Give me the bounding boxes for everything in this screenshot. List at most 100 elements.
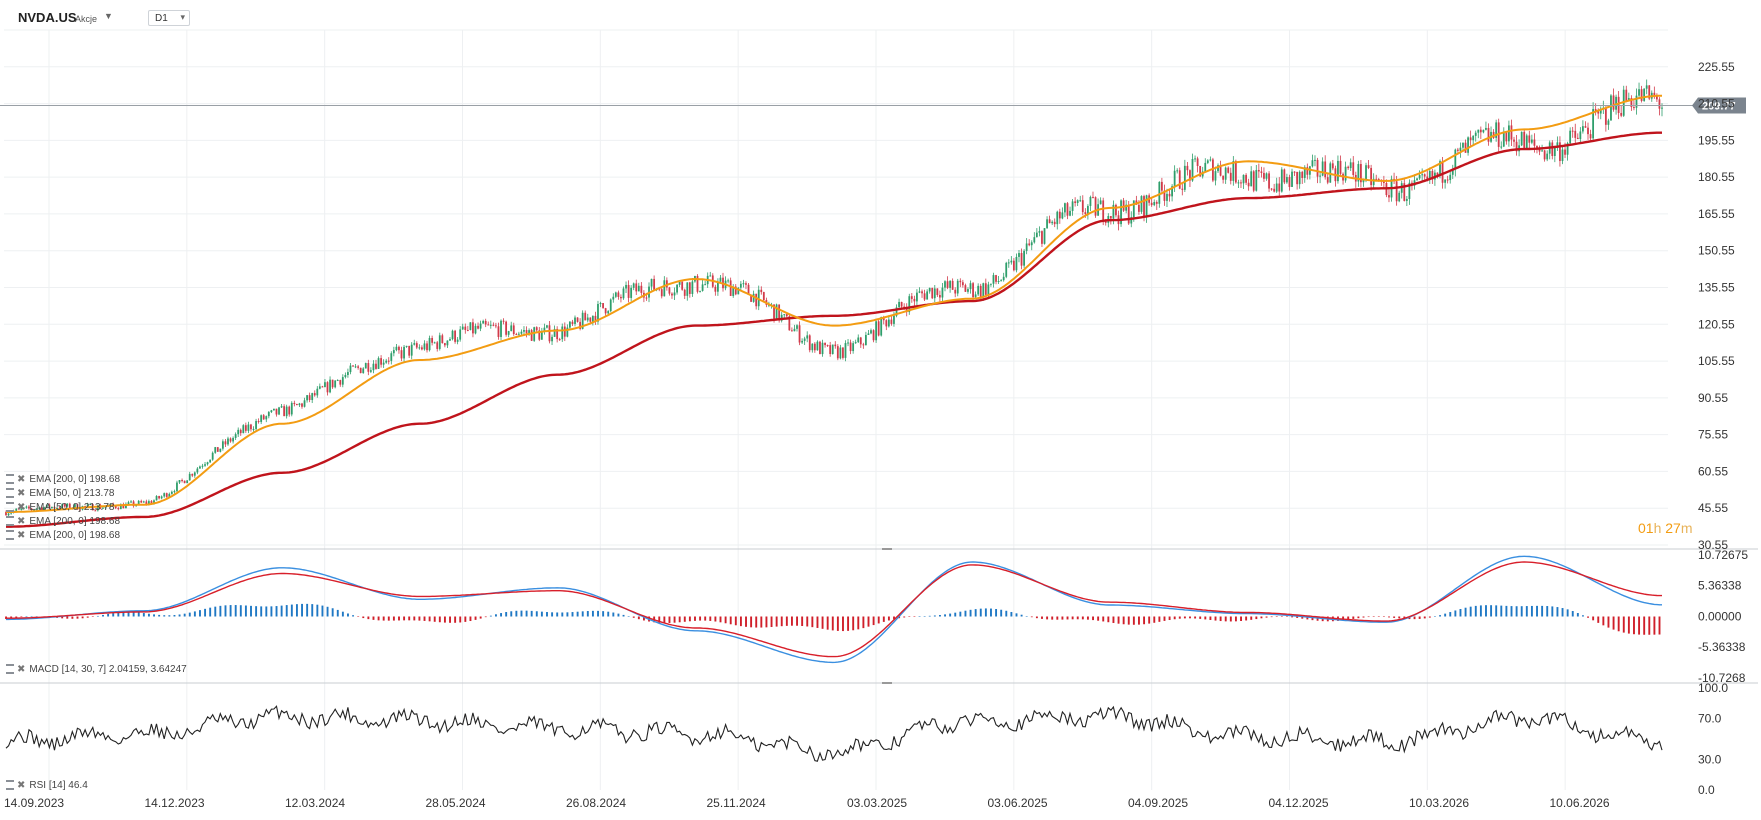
close-icon[interactable]: ✖ xyxy=(17,664,26,675)
candle xyxy=(347,368,349,378)
close-icon[interactable]: ✖ xyxy=(17,474,26,485)
candle xyxy=(163,492,166,498)
candle xyxy=(1490,126,1492,143)
close-icon[interactable]: ✖ xyxy=(17,530,26,541)
candle xyxy=(668,286,671,296)
candle xyxy=(719,274,722,282)
close-icon[interactable]: ✖ xyxy=(17,516,26,527)
macd-bar xyxy=(785,616,788,626)
macd-bar xyxy=(1423,616,1426,619)
candle xyxy=(1048,215,1051,224)
macd-bar xyxy=(1377,616,1380,617)
macd-bar xyxy=(1382,616,1385,617)
candle xyxy=(421,345,423,351)
candle xyxy=(620,294,622,303)
candle xyxy=(209,459,212,463)
legend-ema200-c[interactable]: ✖ EMA [200, 0] 198.68 xyxy=(6,530,120,541)
grid-lines xyxy=(4,29,1668,790)
y-tick-label: 10.72675 xyxy=(1698,548,1748,562)
symbol-label[interactable]: NVDA.US xyxy=(18,10,77,25)
x-tick-label: 26.08.2024 xyxy=(566,796,626,810)
close-icon[interactable]: ✖ xyxy=(17,488,26,499)
candle xyxy=(977,283,980,297)
candle xyxy=(1645,79,1648,95)
macd-bar xyxy=(280,605,283,617)
macd-bar xyxy=(1449,612,1452,617)
macd-bar xyxy=(806,616,809,627)
candle xyxy=(244,422,247,433)
candle xyxy=(898,298,900,308)
candle xyxy=(836,344,839,361)
candle xyxy=(931,287,934,300)
macd-bar xyxy=(867,616,870,627)
macd-bar xyxy=(1485,605,1487,617)
macd-bar xyxy=(1153,616,1156,623)
macd-bar xyxy=(479,616,482,619)
macd-bar xyxy=(474,616,477,620)
legend-macd[interactable]: ✖ MACD [14, 30, 7] 2.04159, 3.64247 xyxy=(6,664,187,675)
macd-bar xyxy=(15,616,18,618)
candle xyxy=(859,336,862,348)
timeframe-select[interactable]: D1 ▾ xyxy=(148,10,190,26)
macd-bar xyxy=(428,616,431,622)
candle xyxy=(824,342,826,348)
countdown-hours-unit: h xyxy=(1653,520,1662,536)
symbol-dropdown-icon[interactable]: ▼ xyxy=(104,11,113,21)
macd-bar xyxy=(847,616,850,631)
legend-ema200-b[interactable]: ✖ EMA [200, 0] 198.68 xyxy=(6,516,120,527)
legend-ema50-b[interactable]: ✖ EMA [50, 0] 213.78 xyxy=(6,502,114,513)
macd-bar xyxy=(244,605,247,617)
candle xyxy=(1360,160,1362,188)
candle xyxy=(816,340,819,351)
settings-icon[interactable] xyxy=(6,516,14,527)
macd-bar xyxy=(500,613,503,617)
candle xyxy=(482,319,485,324)
macd-bar xyxy=(1000,609,1003,617)
legend-ema200-a[interactable]: ✖ EMA [200, 0] 198.68 xyxy=(6,474,120,485)
settings-icon[interactable] xyxy=(6,530,14,541)
current-price-badge: 209.77 xyxy=(1702,100,1736,112)
settings-icon[interactable] xyxy=(6,502,14,513)
candle xyxy=(839,344,842,360)
macd-bar xyxy=(1576,613,1579,617)
candle xyxy=(1097,198,1099,216)
candle xyxy=(181,478,183,483)
candle xyxy=(1620,105,1623,118)
candle xyxy=(7,512,10,517)
candle xyxy=(298,402,301,407)
candle xyxy=(1086,204,1089,220)
macd-bar xyxy=(663,616,666,624)
candle xyxy=(671,292,673,299)
macd-bar xyxy=(132,612,135,617)
candle xyxy=(819,340,821,355)
candle xyxy=(1393,172,1395,184)
candle xyxy=(1120,199,1122,227)
macd-bar xyxy=(566,612,569,617)
close-icon[interactable]: ✖ xyxy=(17,780,26,791)
macd-bar xyxy=(1214,616,1217,621)
macd-bar xyxy=(1097,616,1100,621)
candle xyxy=(520,329,523,336)
macd-bar xyxy=(1495,605,1498,617)
settings-icon[interactable] xyxy=(6,488,14,499)
close-icon[interactable]: ✖ xyxy=(17,502,26,513)
candle xyxy=(714,284,717,296)
candle xyxy=(1094,196,1097,218)
legend-rsi[interactable]: ✖ RSI [14] 46.4 xyxy=(6,780,88,791)
candle xyxy=(1268,171,1270,193)
settings-icon[interactable] xyxy=(6,780,14,791)
candle xyxy=(737,287,740,295)
macd-bar xyxy=(668,616,671,623)
candle xyxy=(472,318,474,338)
macd-bar xyxy=(1393,616,1396,618)
macd-bar xyxy=(408,616,411,621)
candle xyxy=(1607,118,1610,130)
settings-icon[interactable] xyxy=(6,474,14,485)
candle xyxy=(1025,238,1028,255)
macd-bar xyxy=(1439,615,1442,617)
macd-bar xyxy=(1413,616,1416,620)
settings-icon[interactable] xyxy=(6,664,14,675)
legend-ema50-a[interactable]: ✖ EMA [50, 0] 213.78 xyxy=(6,488,114,499)
macd-bar xyxy=(1469,606,1472,617)
